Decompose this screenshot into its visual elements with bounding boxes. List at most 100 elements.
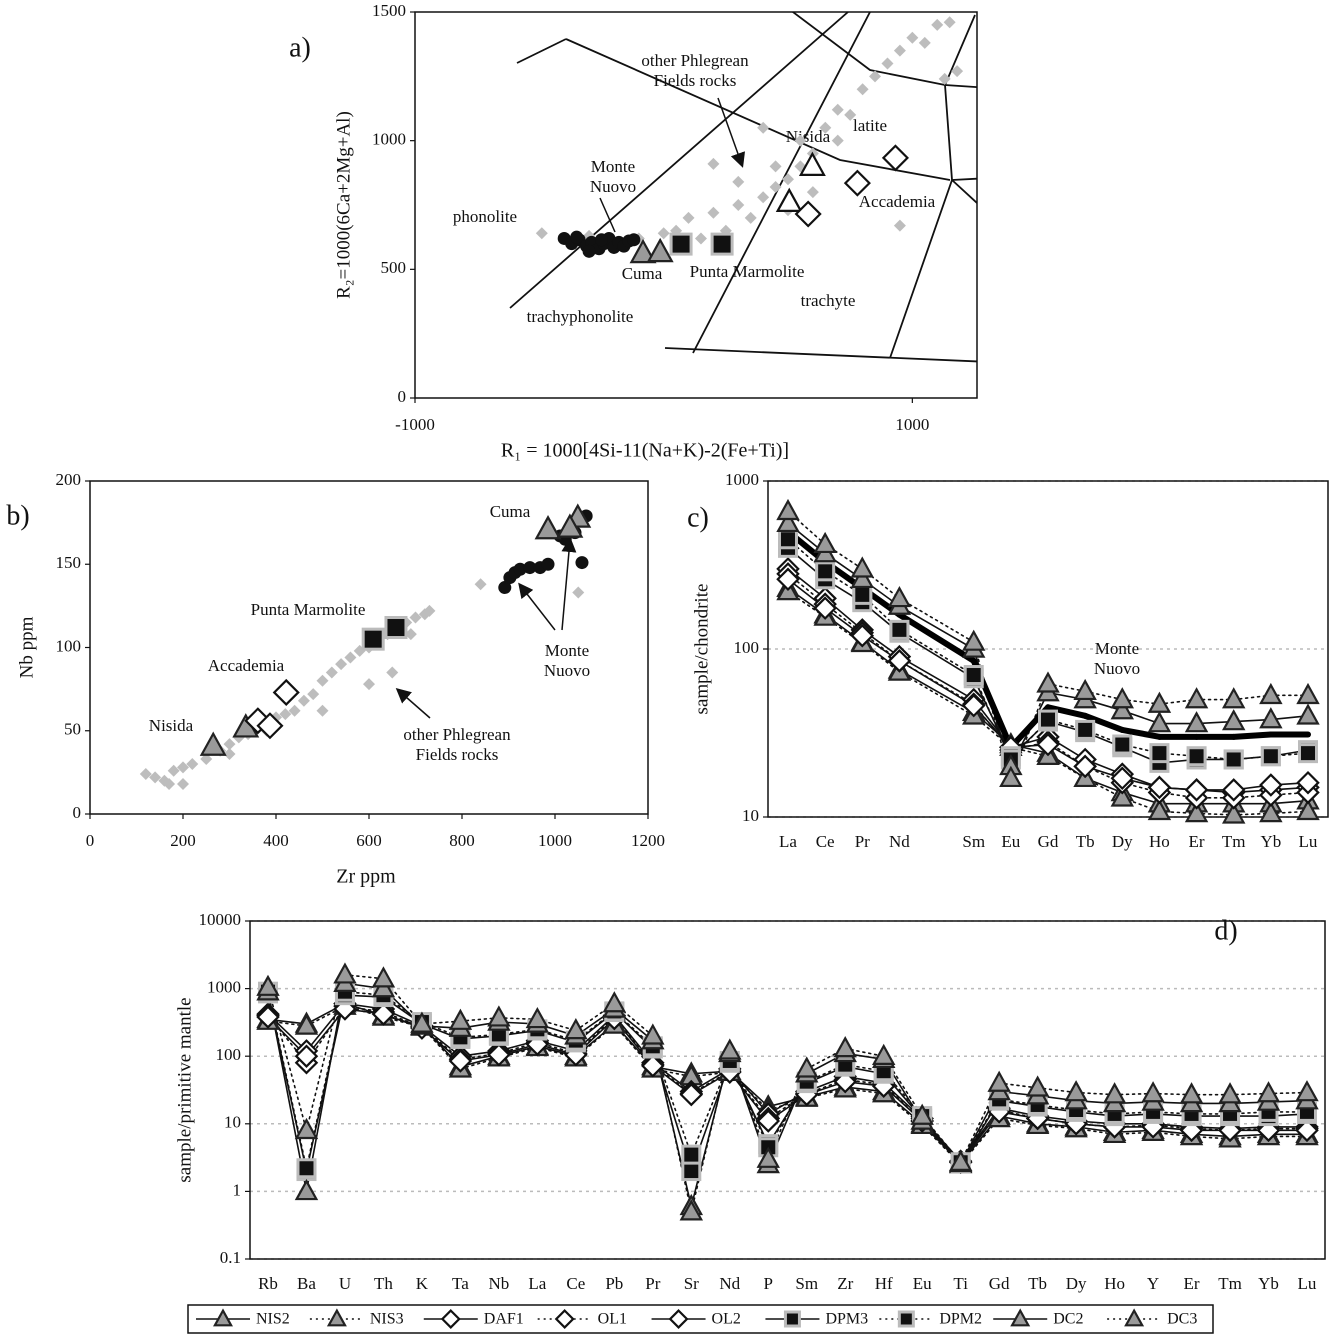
point: [850, 556, 875, 578]
x-tick-label: 800: [449, 831, 475, 850]
point: [1296, 770, 1320, 795]
point: [1036, 732, 1060, 757]
line-segment: [1045, 704, 1089, 719]
x-tick-label: 600: [356, 831, 382, 850]
point: [794, 200, 822, 228]
y-tick-label: 10: [224, 1113, 241, 1132]
point: [756, 1109, 781, 1133]
y-axis-label: R₂=1000(6Ca+2Mg+Al): [333, 111, 354, 299]
y-tick-label: 100: [56, 636, 82, 655]
point: [556, 513, 584, 538]
x-tick-label: Y: [1147, 1274, 1159, 1293]
x-tick-label: Tb: [1076, 832, 1095, 851]
point: [815, 561, 836, 582]
annotation: Monte: [1095, 639, 1139, 658]
point: [694, 232, 707, 245]
x-tick-label: Rb: [258, 1274, 278, 1293]
line-segment: [898, 660, 975, 707]
point: [1256, 1081, 1281, 1103]
panel-label: d): [1214, 915, 1237, 946]
y-tick-label: 0: [73, 803, 82, 822]
x-axis-label: R₁ = 1000[4Si-11(Na+K)-2(Fe+Ti)]: [501, 440, 789, 462]
point: [646, 237, 674, 263]
point: [819, 121, 832, 134]
point: [534, 515, 562, 540]
field-boundary: [516, 38, 567, 64]
point: [871, 1043, 896, 1065]
point: [1110, 687, 1135, 709]
point: [681, 1161, 702, 1182]
point: [361, 627, 385, 651]
point: [918, 36, 931, 49]
legend-marker: [668, 1309, 689, 1329]
point: [272, 678, 300, 707]
point: [778, 529, 798, 550]
point: [1296, 682, 1320, 705]
point: [813, 531, 837, 554]
line-segment: [575, 1002, 616, 1032]
point: [893, 44, 906, 57]
point: [1223, 749, 1244, 770]
point: [487, 1005, 511, 1027]
line-segment: [613, 1016, 654, 1066]
x-tick-label: Er: [1189, 832, 1205, 851]
point: [889, 619, 910, 640]
annotation: phonolite: [453, 207, 517, 226]
point: [1112, 734, 1133, 755]
arrow: [518, 582, 556, 631]
legend-label: OL1: [598, 1311, 627, 1328]
point: [1221, 709, 1246, 731]
annotation: other Phlegrean: [403, 725, 511, 744]
x-tick-label: 1000: [538, 831, 572, 850]
x-tick-label: Ce: [816, 832, 835, 851]
line-segment: [898, 655, 975, 701]
point: [149, 771, 162, 784]
point: [906, 31, 919, 44]
point: [1141, 1081, 1165, 1103]
point: [1179, 1082, 1204, 1104]
annotation: Cuma: [490, 502, 531, 521]
line-segment: [898, 669, 975, 714]
point: [776, 498, 800, 521]
point: [564, 1018, 588, 1040]
point: [1038, 709, 1058, 730]
point: [384, 616, 408, 640]
point: [629, 238, 657, 264]
x-tick-label: Dy: [1112, 832, 1133, 851]
annotation: Fields rocks: [416, 745, 499, 764]
point: [710, 232, 734, 256]
point: [1073, 754, 1097, 779]
point: [850, 566, 875, 589]
point: [595, 233, 609, 247]
x-tick-label: Ta: [452, 1274, 469, 1293]
y-axis-label: sample/primitive mantle: [174, 997, 195, 1182]
point: [798, 151, 826, 176]
point: [1073, 678, 1097, 701]
point: [1298, 743, 1318, 764]
point: [1110, 698, 1135, 720]
field-boundary: [951, 179, 977, 205]
x-tick-label: Lu: [1298, 1274, 1317, 1293]
classification-fields: [509, 12, 977, 363]
point: [757, 121, 770, 134]
line-segment: [767, 1068, 808, 1160]
panel-label: c): [687, 502, 709, 533]
annotation: Nuovo: [1094, 659, 1140, 678]
x-tick-label: 1200: [631, 831, 665, 850]
point: [335, 658, 348, 671]
y-tick-label: 10: [742, 806, 759, 825]
point: [513, 562, 527, 576]
line-segment: [898, 671, 975, 717]
point: [316, 704, 329, 717]
legend-label: DPM2: [939, 1311, 982, 1328]
x-tick-label: Gd: [989, 1274, 1010, 1293]
point: [669, 232, 693, 256]
annotation: Punta Marmolite: [690, 262, 805, 281]
y-tick-label: 1000: [372, 130, 406, 149]
x-tick-label: Sm: [962, 832, 985, 851]
point: [423, 604, 436, 617]
panel-label: a): [289, 32, 311, 63]
point: [1147, 711, 1172, 733]
point: [833, 1069, 857, 1094]
